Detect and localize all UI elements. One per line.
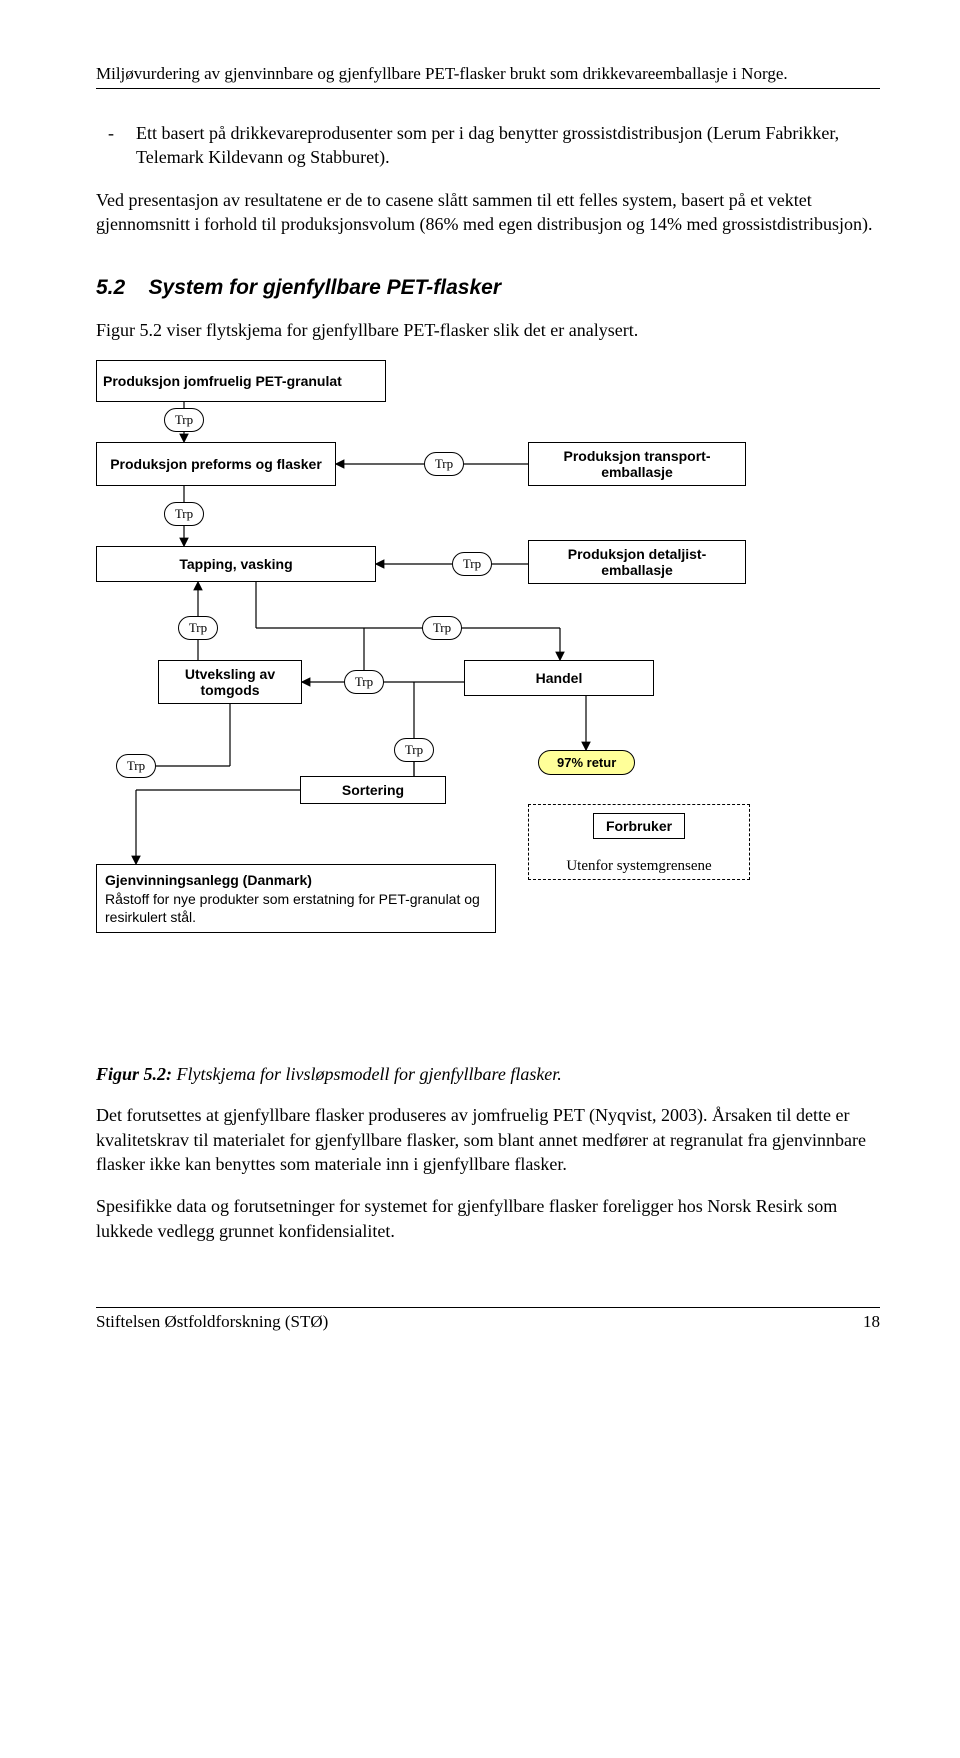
box-tapping: Tapping, vasking <box>96 546 376 582</box>
figure-caption: Figur 5.2: Flytskjema for livsløpsmodell… <box>96 1064 880 1085</box>
page-header: Miljøvurdering av gjenvinnbare og gjenfy… <box>96 64 880 89</box>
paragraph-3: Det forutsettes at gjenfyllbare flasker … <box>96 1103 880 1176</box>
trp-oval: Trp <box>452 552 492 576</box>
box-forbruker-group: Forbruker Utenfor systemgrensene <box>528 804 750 880</box>
gjenv-title: Gjenvinningsanlegg (Danmark) <box>105 871 487 889</box>
footer-page-number: 18 <box>863 1312 880 1332</box>
section-title: System for gjenfyllbare PET-flasker <box>149 276 501 299</box>
trp-oval: Trp <box>178 616 218 640</box>
box-prod-preforms: Produksjon preforms og flasker <box>96 442 336 486</box>
figure-caption-text: Flytskjema for livsløpsmodell for gjenfy… <box>172 1064 562 1084</box>
trp-oval: Trp <box>164 408 204 432</box>
box-handel: Handel <box>464 660 654 696</box>
figure-label: Figur 5.2: <box>96 1064 172 1084</box>
box-prod-detalj: Produksjon detaljist-emballasje <box>528 540 746 584</box>
badge-retur: 97% retur <box>538 750 635 775</box>
box-prod-transport: Produksjon transport-emballasje <box>528 442 746 486</box>
label-utenfor: Utenfor systemgrensene <box>566 858 711 875</box>
bullet-list: Ett basert på drikkevareprodusenter som … <box>96 121 880 170</box>
box-forbruker: Forbruker <box>593 813 685 839</box>
box-sortering: Sortering <box>300 776 446 804</box>
box-utveksling: Utveksling av tomgods <box>158 660 302 704</box>
trp-oval: Trp <box>422 616 462 640</box>
paragraph-4: Spesifikke data og forutsetninger for sy… <box>96 1194 880 1243</box>
box-prod-jomfruelig: Produksjon jomfruelig PET-granulat <box>96 360 386 402</box>
page-footer: Stiftelsen Østfoldforskning (STØ) 18 <box>96 1307 880 1332</box>
box-gjenvinning: Gjenvinningsanlegg (Danmark) Råstoff for… <box>96 864 496 933</box>
gjenv-text: Råstoff for nye produkter som erstatning… <box>105 890 487 926</box>
paragraph-2: Figur 5.2 viser flytskjema for gjenfyllb… <box>96 318 880 342</box>
paragraph-1: Ved presentasjon av resultatene er de to… <box>96 188 880 237</box>
trp-oval: Trp <box>164 502 204 526</box>
footer-left: Stiftelsen Østfoldforskning (STØ) <box>96 1312 328 1332</box>
section-number: 5.2 <box>96 276 125 299</box>
bullet-item: Ett basert på drikkevareprodusenter som … <box>136 121 880 170</box>
section-heading: 5.2 System for gjenfyllbare PET-flasker <box>96 276 880 300</box>
trp-oval: Trp <box>424 452 464 476</box>
flow-diagram: Produksjon jomfruelig PET-granulat Produ… <box>96 360 876 1060</box>
trp-oval: Trp <box>394 738 434 762</box>
trp-oval: Trp <box>344 670 384 694</box>
trp-oval: Trp <box>116 754 156 778</box>
